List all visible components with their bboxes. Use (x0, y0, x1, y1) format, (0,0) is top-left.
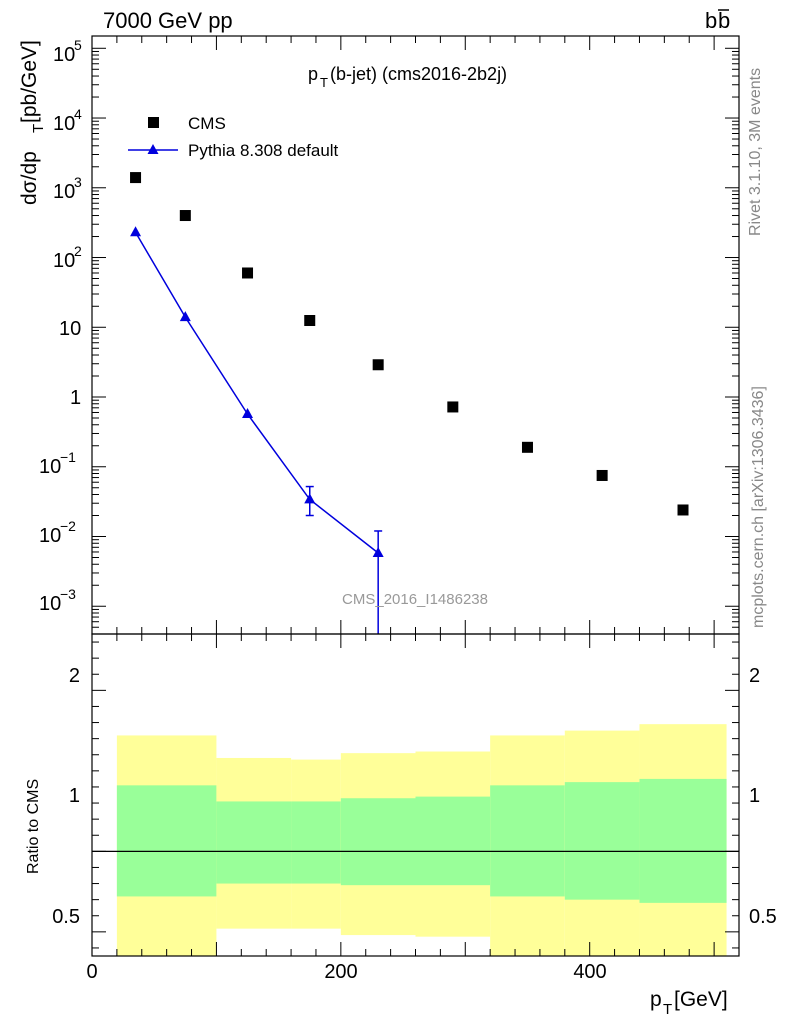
plot-title: p T (b-jet) (cms2016-2b2j) (308, 64, 507, 90)
pythia-line (134, 231, 379, 554)
x-tick-labels: 0 200 400 (86, 961, 606, 983)
svg-text:[pb/GeV]: [pb/GeV] (18, 40, 41, 123)
xtick-label: 0 (86, 961, 97, 983)
svg-text:1: 1 (70, 387, 81, 409)
svg-text:3: 3 (74, 174, 82, 190)
ytick-label-1e-1: 10−1 (39, 449, 76, 478)
cms-point (372, 359, 384, 371)
ratio-ytick-label: 2 (69, 665, 80, 687)
ytick-label-1e3: 103 (53, 174, 82, 203)
green-band-bin (415, 796, 491, 886)
cms-point (521, 441, 533, 453)
cms-point (179, 210, 191, 222)
ytick-label-10: 10 (59, 318, 81, 340)
svg-text:b: b (705, 8, 717, 33)
svg-text:10: 10 (53, 250, 75, 272)
svg-text:−1: −1 (60, 449, 76, 465)
green-band-bin (340, 798, 416, 886)
svg-text:(b-jet) (cms2016-2b2j): (b-jet) (cms2016-2b2j) (330, 64, 507, 84)
svg-text:Pythia 8.308 default: Pythia 8.308 default (188, 141, 339, 160)
energy-label: 7000 GeV pp (103, 8, 233, 33)
green-band-bin (216, 801, 292, 884)
green-band-bin (639, 778, 727, 903)
pythia-point (372, 546, 384, 557)
svg-text:p: p (650, 988, 662, 1011)
ratio-y-tick-labels-right: 0.5 1 2 (749, 665, 777, 928)
legend-square-marker (148, 117, 159, 128)
ratio-y-tick-labels-left: 0.5 1 2 (52, 665, 80, 928)
svg-text:10: 10 (39, 456, 61, 478)
ytick-label-1: 1 (70, 387, 81, 409)
svg-text:2: 2 (74, 243, 82, 259)
svg-text:−3: −3 (60, 586, 76, 602)
svg-text:−2: −2 (60, 518, 76, 534)
ratio-ytick-label: 0.5 (749, 906, 777, 928)
svg-text:5: 5 (74, 37, 82, 53)
watermark: CMS_2016_I1486238 (342, 591, 488, 608)
cms-point (130, 172, 142, 184)
svg-text:T: T (320, 75, 328, 90)
svg-text:b: b (718, 8, 730, 33)
main-axis-ticks (91, 36, 739, 635)
cms-point (304, 315, 316, 327)
main-y-tick-labels: 105 104 103 102 10 1 10−1 10−2 10−3 (39, 37, 82, 615)
cms-point (242, 267, 254, 279)
x-axis-label: p T [GeV] (650, 988, 728, 1018)
xtick-label: 200 (324, 961, 357, 983)
ratio-frame (91, 633, 740, 957)
legend: CMS Pythia 8.308 default (128, 114, 339, 160)
mcplots-label: mcplots.cern.ch [arXiv:1306.3436] (750, 386, 767, 628)
svg-text:dσ/dp: dσ/dp (18, 151, 41, 205)
rivet-label: Rivet 3.1.10, 3M events (747, 68, 764, 236)
ratio-ytick-label: 1 (69, 785, 80, 807)
ratio-y-axis-label: Ratio to CMS (25, 779, 42, 874)
svg-text:10: 10 (53, 181, 75, 203)
ratio-plot: 0.5 1 2 0.5 1 2 0 200 400 Ratio to CMS p… (25, 633, 777, 1018)
ratio-ytick-label: 2 (749, 665, 760, 687)
svg-text:10: 10 (59, 318, 81, 340)
cms-point (677, 504, 689, 516)
ytick-label-1e-2: 10−2 (39, 518, 76, 547)
svg-text:T: T (663, 1001, 672, 1018)
xtick-label: 400 (573, 961, 606, 983)
ratio-axis-ticks (91, 634, 739, 956)
svg-text:p: p (308, 64, 318, 84)
ratio-ytick-label: 1 (749, 785, 760, 807)
ytick-label-1e5: 105 (53, 37, 82, 66)
legend-entry-pythia: Pythia 8.308 default (128, 141, 339, 160)
svg-text:10: 10 (53, 113, 75, 135)
pythia-point (130, 226, 142, 237)
svg-text:CMS: CMS (188, 114, 226, 133)
ratio-ytick-label: 0.5 (52, 906, 80, 928)
svg-text:T: T (30, 124, 47, 133)
ratio-bands (116, 724, 727, 956)
main-y-axis-label: dσ/dp T [pb/GeV] (18, 40, 47, 205)
legend-triangle-marker (147, 144, 159, 154)
pythia-point (304, 493, 316, 504)
svg-text:[GeV]: [GeV] (674, 988, 728, 1011)
legend-entry-cms: CMS (148, 114, 226, 133)
green-band-bin (116, 785, 217, 897)
ytick-label-1e4: 104 (53, 106, 82, 135)
pythia-point (242, 408, 254, 419)
svg-text:10: 10 (39, 593, 61, 615)
main-series (130, 172, 689, 634)
cms-point (447, 401, 459, 413)
cms-point (596, 469, 608, 481)
svg-text:4: 4 (74, 106, 82, 122)
svg-text:10: 10 (39, 525, 61, 547)
main-plot: 105 104 103 102 10 1 10−1 10−2 10−3 p T … (18, 35, 740, 635)
ytick-label-1e2: 102 (53, 243, 82, 272)
ytick-label-1e-3: 10−3 (39, 586, 76, 615)
green-band-bin (490, 785, 565, 897)
process-label: b b (705, 8, 730, 33)
svg-text:10: 10 (53, 44, 75, 66)
green-band-bin (291, 801, 341, 884)
green-band-bin (564, 782, 640, 900)
pythia-point (179, 311, 191, 322)
